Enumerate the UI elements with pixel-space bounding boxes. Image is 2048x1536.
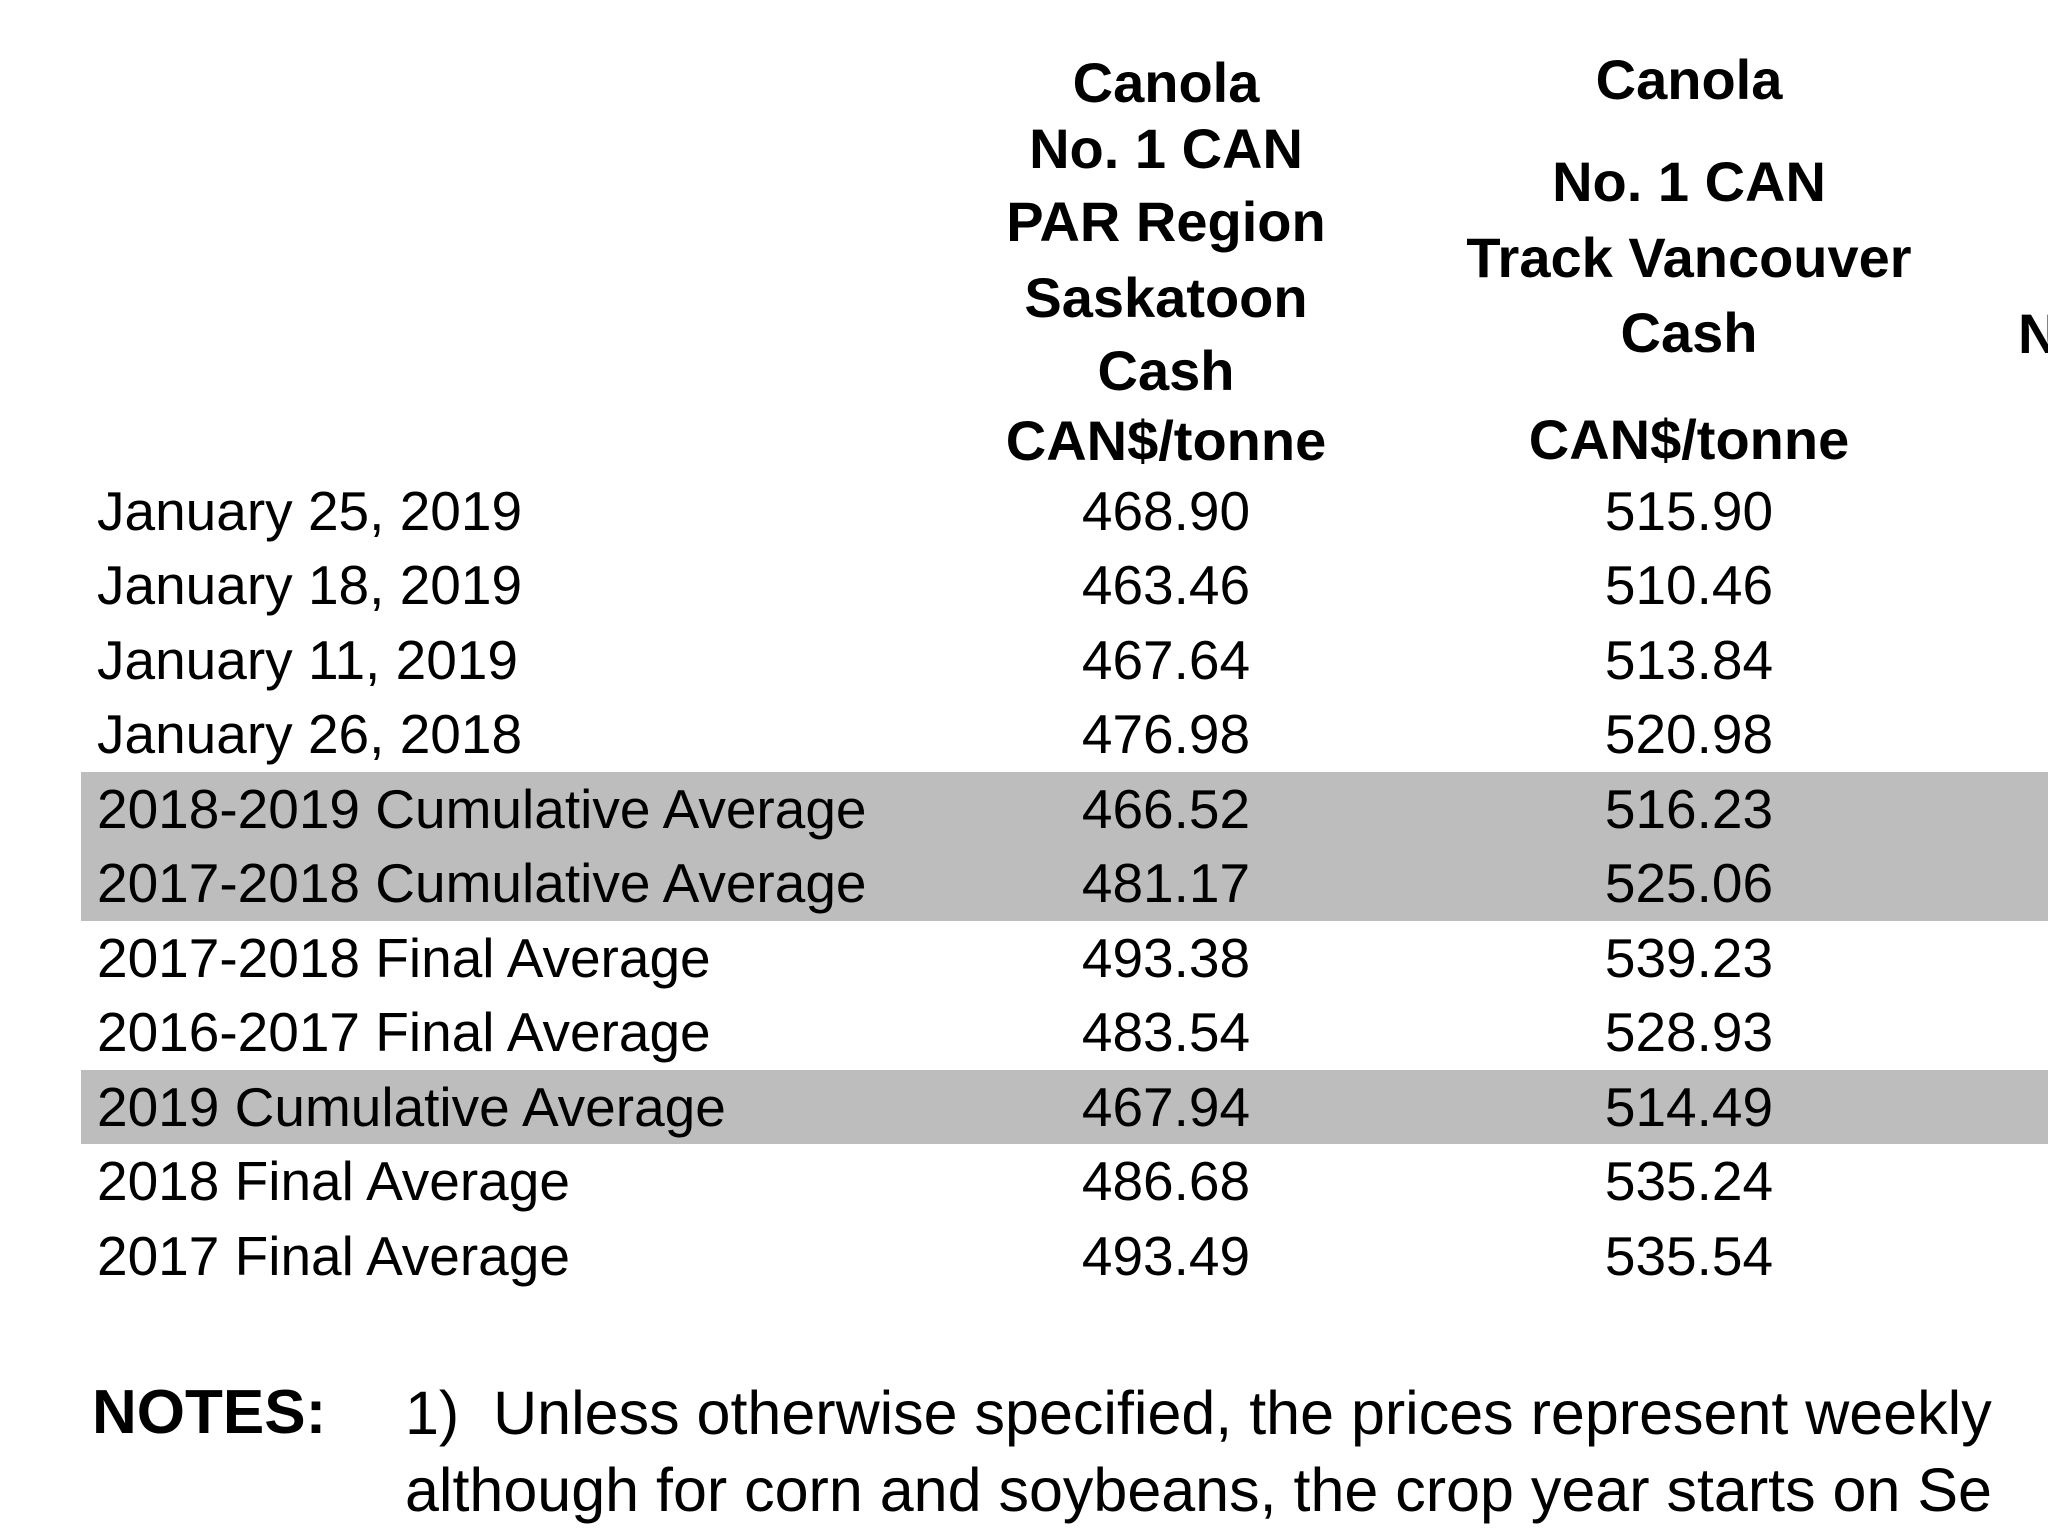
vancouver-price-cell: 513.84 bbox=[1604, 628, 1774, 691]
note-line-1: 1) Unless otherwise specified, the price… bbox=[405, 1379, 1992, 1447]
row-highlight-band bbox=[81, 846, 2048, 921]
col1-header-line: Saskatoon bbox=[1024, 266, 1308, 329]
row-label: January 25, 2019 bbox=[97, 479, 523, 542]
table-row: 2019 Cumulative Average 467.94 514.49 bbox=[0, 1069, 2048, 1144]
row-label: January 18, 2019 bbox=[97, 554, 523, 616]
table-row: 2017 Final Average 493.49 535.54 bbox=[0, 1219, 2048, 1294]
col2-header-line: No. 1 CAN bbox=[1552, 150, 1826, 213]
table-row: January 18, 2019 463.46 510.46 bbox=[0, 548, 2048, 623]
row-label: 2016-2017 Final Average bbox=[97, 1001, 711, 1063]
vancouver-price-cell: 514.49 bbox=[1604, 1075, 1774, 1138]
vancouver-price-cell: 516.23 bbox=[1604, 777, 1774, 840]
col1-header-line: CAN$/tonne bbox=[1005, 409, 1327, 472]
saskatoon-price-cell: 486.68 bbox=[1081, 1150, 1251, 1212]
row-label: 2019 Cumulative Average bbox=[97, 1075, 726, 1138]
vancouver-price-cell: 520.98 bbox=[1604, 703, 1774, 765]
note-line-2: although for corn and soybeans, the crop… bbox=[405, 1456, 1992, 1524]
row-label: January 11, 2019 bbox=[97, 628, 518, 691]
saskatoon-price-cell: 467.64 bbox=[1081, 628, 1251, 691]
saskatoon-price-cell: 493.38 bbox=[1081, 926, 1251, 989]
col1-header-line: PAR Region bbox=[1006, 190, 1326, 253]
saskatoon-price-cell: 467.94 bbox=[1081, 1075, 1251, 1138]
saskatoon-price-cell: 483.54 bbox=[1081, 1001, 1251, 1063]
table-row: January 11, 2019 467.64 513.84 bbox=[0, 623, 2048, 698]
vancouver-price-cell: 539.23 bbox=[1604, 926, 1774, 989]
saskatoon-price-cell: 476.98 bbox=[1081, 703, 1251, 765]
col1-header-line: No. 1 CAN bbox=[1029, 117, 1303, 180]
col2-header-line: CAN$/tonne bbox=[1528, 408, 1850, 471]
vancouver-price-cell: 528.93 bbox=[1604, 1001, 1774, 1063]
vancouver-price-cell: 515.90 bbox=[1604, 479, 1774, 542]
table-row: January 26, 2018 476.98 520.98 bbox=[0, 697, 2048, 772]
table-row: January 25, 2019 468.90 515.90 bbox=[0, 474, 2048, 549]
table-row: 2017-2018 Cumulative Average 481.17 525.06 bbox=[0, 846, 2048, 921]
saskatoon-price-cell: 463.46 bbox=[1081, 554, 1251, 616]
row-label: 2017 Final Average bbox=[97, 1224, 570, 1287]
col2-header-line: Cash bbox=[1620, 301, 1758, 364]
row-label: 2017-2018 Final Average bbox=[97, 926, 711, 989]
row-highlight-band bbox=[81, 771, 2048, 846]
col3-header-line-truncated: N bbox=[2018, 302, 2048, 365]
notes-label: NOTES: bbox=[92, 1378, 327, 1447]
row-label: 2017-2018 Cumulative Average bbox=[97, 852, 867, 914]
vancouver-price-cell: 525.06 bbox=[1604, 852, 1774, 914]
col2-header-line: Canola bbox=[1595, 48, 1783, 111]
saskatoon-price-cell: 481.17 bbox=[1081, 852, 1251, 914]
saskatoon-price-cell: 493.49 bbox=[1081, 1224, 1251, 1287]
vancouver-price-cell: 535.24 bbox=[1604, 1150, 1774, 1212]
saskatoon-price-cell: 466.52 bbox=[1081, 777, 1251, 840]
table-row: 2017-2018 Final Average 493.38 539.23 bbox=[0, 921, 2048, 996]
vancouver-price-cell: 535.54 bbox=[1604, 1224, 1774, 1287]
row-highlight-band bbox=[81, 1069, 2048, 1144]
row-label: January 26, 2018 bbox=[97, 703, 523, 765]
col1-header-line: Canola bbox=[1072, 51, 1260, 114]
saskatoon-price-cell: 468.90 bbox=[1081, 479, 1251, 542]
table-row: 2018-2019 Cumulative Average 466.52 516.23 bbox=[0, 771, 2048, 846]
col2-header-line: Track Vancouver bbox=[1466, 226, 1912, 289]
row-label: 2018-2019 Cumulative Average bbox=[97, 777, 867, 840]
table-row: 2018 Final Average 486.68 535.24 bbox=[0, 1144, 2048, 1219]
col1-header-line: Cash bbox=[1097, 339, 1235, 402]
vancouver-price-cell: 510.46 bbox=[1604, 554, 1774, 616]
row-label: 2018 Final Average bbox=[97, 1150, 570, 1212]
table-row: 2016-2017 Final Average 483.54 528.93 bbox=[0, 995, 2048, 1070]
